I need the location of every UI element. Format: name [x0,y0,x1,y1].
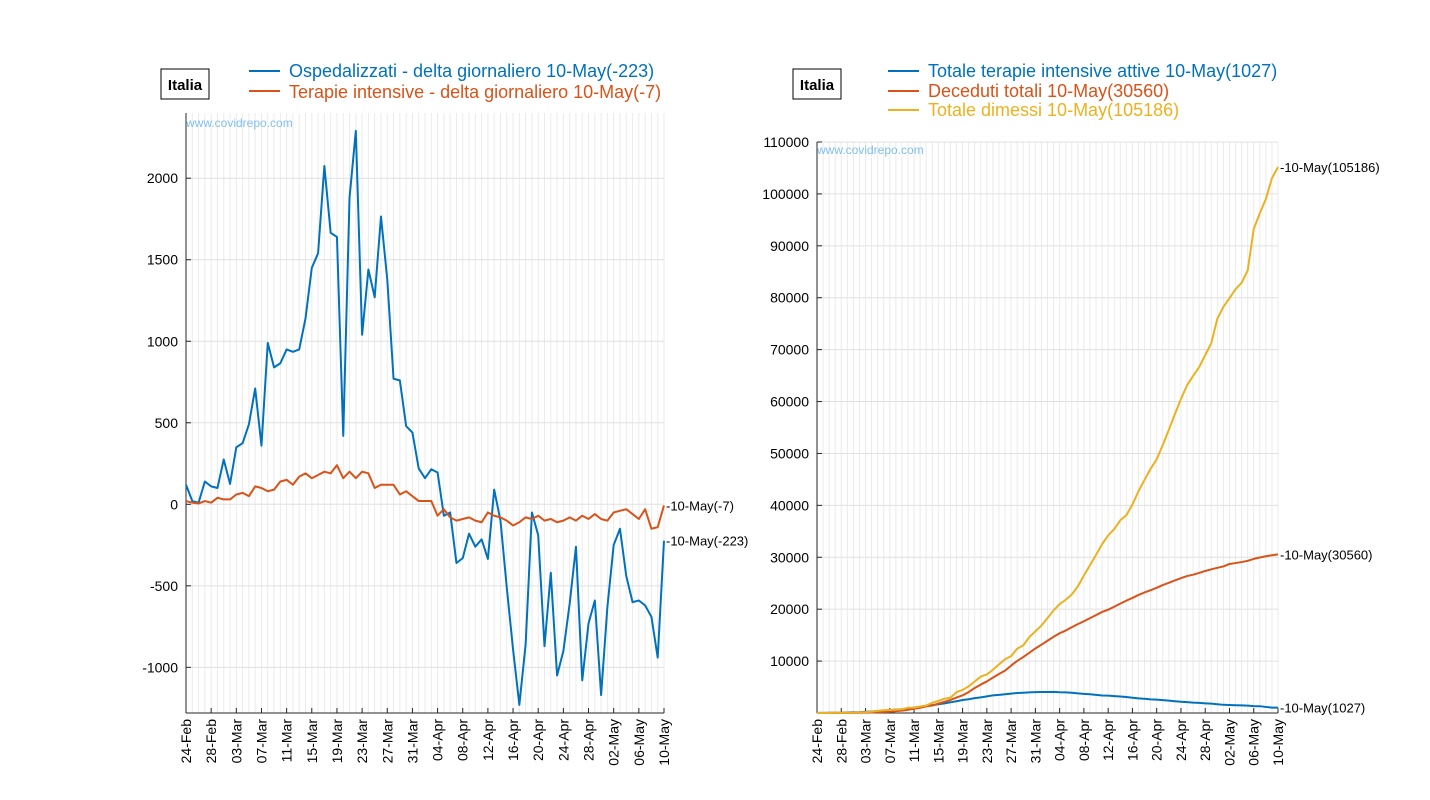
x-tick-label: 12-Apr [480,719,496,761]
x-tick-label: 23-Mar [354,719,370,764]
series-line [185,129,665,706]
x-tick-label: 28-Feb [833,719,849,764]
right-watermark: www.covidrepo.com [816,143,924,157]
x-tick-label: 28-Feb [203,719,219,764]
svg-text:Italia: Italia [800,77,835,94]
series-end-label: -10-May(-223) [666,534,748,549]
x-tick-label: 04-Apr [1052,719,1068,761]
x-tick-label: 28-Apr [581,719,597,761]
y-tick-label: -500 [150,578,178,594]
x-tick-label: 15-Mar [304,719,320,764]
y-tick-label: 2000 [147,170,178,186]
series-end-label: -10-May(105186) [1280,160,1380,175]
series-line [817,166,1279,714]
x-tick-label: 06-May [1246,719,1262,766]
x-tick-label: 24-Feb [809,719,825,764]
x-tick-label: 10-May [1270,719,1286,766]
x-tick-label: 31-Mar [404,719,420,764]
y-tick-label: 1500 [147,252,178,268]
y-tick-label: 110000 [763,134,809,150]
hospital-delta-chart: -1000 -500 0 500 1000 1500 2000 24-Feb 28-Feb 03-… [142,61,748,766]
legend-label-terapie: Terapie intensive - delta giornaliero 10… [289,82,661,102]
right-series: -10-May(1027) -10-May(30560) -10-May(10518… [816,160,1380,716]
x-tick-label: 03-Mar [228,719,244,764]
series-line [816,553,1279,714]
legend-label-deceduti: Deceduti totali 10-May(30560) [928,81,1169,101]
x-tick-label: 03-Mar [858,719,874,764]
legend-label-terapie-attive: Totale terapie intensive attive 10-May(1… [928,61,1277,81]
x-tick-label: 04-Apr [430,719,446,761]
x-tick-label: 27-Mar [379,719,395,764]
svg-text:Italia: Italia [168,77,203,94]
x-tick-label: 08-Apr [455,719,471,761]
y-tick-label: 0 [170,496,178,512]
y-tick-label: 80000 [770,290,809,306]
x-tick-label: 10-May [656,719,672,766]
right-grid [816,141,1279,713]
y-tick-label: 10000 [770,653,809,669]
x-tick-label: 02-May [606,719,622,766]
y-tick-label: 1000 [147,333,178,349]
x-tick-label: 12-Apr [1100,719,1116,761]
x-tick-label: 31-Mar [1027,719,1043,764]
left-watermark: www.covidrepo.com [185,116,293,130]
legend-label-dimessi: Totale dimessi 10-May(105186) [928,100,1179,120]
x-tick-label: 28-Apr [1197,719,1213,761]
x-tick-label: 23-Mar [979,719,995,764]
series-end-label: -10-May(30560) [1280,547,1373,562]
left-series: -10-May(-223) -10-May(-7) [185,129,748,706]
y-tick-label: -1000 [142,659,178,675]
x-tick-label: 15-Mar [930,719,946,764]
x-tick-label: 06-May [631,719,647,766]
y-tick-label: 50000 [770,445,809,461]
x-tick-label: 08-Apr [1076,719,1092,761]
x-tick-label: 19-Mar [329,719,345,764]
x-tick-label: 19-Mar [955,719,971,764]
left-legend: Ospedalizzati - delta giornaliero 10-May… [249,61,661,102]
x-tick-label: 27-Mar [1003,719,1019,764]
x-tick-label: 24-Apr [555,719,571,761]
legend-label-ospedalizzati: Ospedalizzati - delta giornaliero 10-May… [289,61,654,81]
y-tick-label: 40000 [770,497,809,513]
x-tick-label: 24-Apr [1173,719,1189,761]
x-tick-label: 16-Apr [1124,719,1140,761]
y-tick-label: 500 [155,415,179,431]
series-end-label: -10-May(1027) [1280,701,1365,716]
series-line [185,464,665,530]
y-tick-label: 20000 [770,601,809,617]
right-axes: 10000 20000 30000 40000 50000 60000 70000 80000… [762,134,1286,766]
cumulative-chart: 10000 20000 30000 40000 50000 60000 70000 80000… [762,61,1379,766]
y-tick-label: 90000 [770,238,809,254]
x-tick-label: 11-Mar [906,719,922,763]
x-tick-label: 02-May [1221,719,1237,766]
series-end-label: -10-May(-7) [666,498,734,513]
left-region-label: Italia [160,68,210,100]
y-tick-label: 30000 [770,549,809,565]
y-tick-label: 70000 [770,342,809,358]
right-legend: Totale terapie intensive attive 10-May(1… [888,61,1277,120]
y-tick-label: 60000 [770,394,809,410]
left-axes: -1000 -500 0 500 1000 1500 2000 24-Feb 28-Feb 03-… [142,113,672,766]
x-tick-label: 20-Apr [530,719,546,761]
right-region-label: Italia [792,68,842,100]
y-tick-label: 100000 [762,186,809,202]
x-tick-label: 16-Apr [505,719,521,761]
left-grid [185,113,665,713]
x-tick-label: 20-Apr [1149,719,1165,761]
x-tick-label: 11-Mar [279,719,295,763]
x-tick-label: 07-Mar [882,719,898,764]
x-tick-label: 07-Mar [253,719,269,764]
x-tick-label: 24-Feb [178,719,194,764]
